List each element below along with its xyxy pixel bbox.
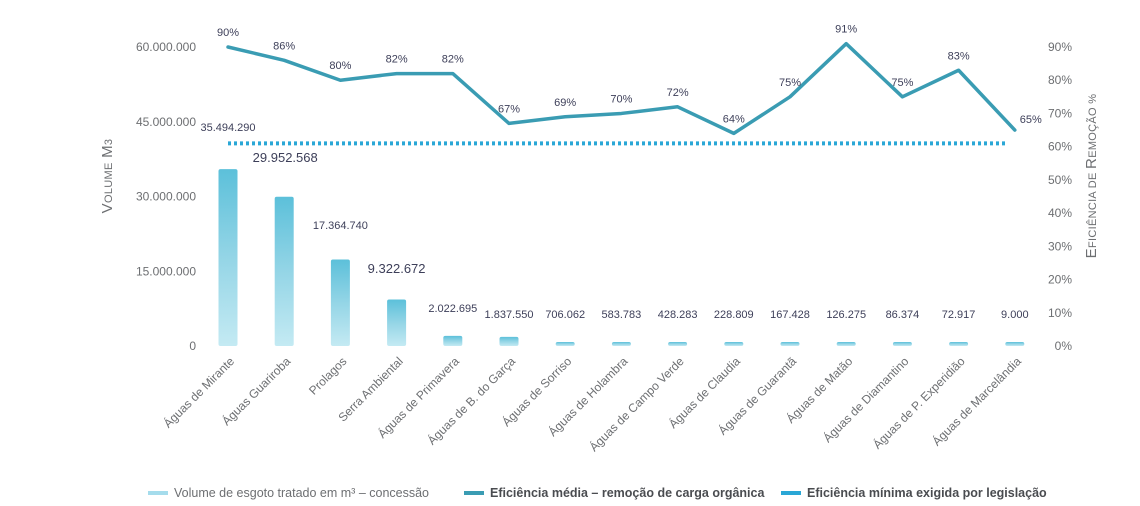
legend-item-efficiency: Eficiência média – remoção de carga orgâ… [464,486,764,500]
axis-title-part: OLUME [103,162,115,203]
bar-value-label: 428.283 [658,309,698,321]
bar-series [218,169,1025,346]
bar-value-label: 17.364.740 [313,220,368,232]
bar [892,342,912,346]
legend: Volume de esgoto tratado em m³ – concess… [0,486,1140,506]
bar [724,342,744,346]
bar [274,196,294,346]
right-axis-title: EFICIÊNCIA DE REMOÇÃO % [1083,94,1100,259]
legend-label-minimum: Eficiência mínima exigida por legislação [807,486,1047,500]
left-tick-label: 60.000.000 [136,40,196,54]
efficiency-value-label: 75% [779,77,801,89]
bar-value-label: 228.809 [714,309,754,321]
right-tick-label: 40% [1048,206,1072,220]
right-tick-label: 90% [1048,40,1072,54]
legend-label-volume: Volume de esgoto tratado em m³ – concess… [174,486,430,500]
efficiency-line [226,41,1017,136]
bar-value-label: 86.374 [886,309,920,321]
bar [949,342,969,346]
efficiency-value-label: 65% [1020,114,1042,126]
bar-value-labels: 35.494.290 29.952.568 17.364.740 9.322.672 2… [200,122,1028,321]
right-tick-label: 70% [1048,106,1072,120]
efficiency-value-label: 83% [948,50,970,62]
axis-title-part: 3 [103,139,115,145]
efficiency-value-label: 90% [217,27,239,39]
right-tick-label: 60% [1048,140,1072,154]
bar-value-label: 583.783 [602,309,642,321]
axis-title-part: V [99,203,116,213]
category-label: Águas de P. Experidião [870,353,968,451]
bar-value-label: 72.917 [942,309,976,321]
efficiency-value-label: 91% [835,24,857,36]
right-tick-label: 20% [1048,273,1072,287]
legend-swatch-efficiency [464,491,484,495]
category-label: Águas de Campo Verde [586,353,687,454]
bar [668,342,688,346]
left-tick-label: 30.000.000 [136,190,196,204]
efficiency-value-labels: 90% 86% 80% 82% 82% 67% 69% 70% 72% 64% 75% 91% 75% 8… [217,24,1042,126]
efficiency-value-label: 67% [498,103,520,115]
bar-value-label: 29.952.568 [253,150,318,165]
bar-value-label: 1.837.550 [485,309,534,321]
axis-title-part: E [1083,248,1100,258]
bar [611,342,631,346]
bar-value-label: 35.494.290 [200,122,255,134]
left-axis-title: VOLUME M3 [99,139,116,214]
right-tick-label: 80% [1048,73,1072,87]
axis-title-part: M [99,145,116,162]
bar [218,169,238,346]
legend-item-volume: Volume de esgoto tratado em m³ – concess… [148,486,429,500]
axis-title-part: FICIÊNCIA DE [1086,169,1099,248]
bar-value-label: 2.022.695 [428,303,477,315]
bar-value-label: 126.275 [826,309,866,321]
category-label: Prolagos [306,354,349,397]
bar-value-label: 9.322.672 [368,261,426,276]
chart: 0 15.000.000 30.000.000 45.000.000 60.000.00… [99,24,1100,455]
efficiency-value-label: 82% [386,54,408,66]
efficiency-line-series [226,41,1017,136]
efficiency-value-label: 80% [329,60,351,72]
legend-label-efficiency: Eficiência média – remoção de carga orgâ… [490,486,765,500]
bar-value-label: 9.000 [1001,309,1029,321]
bar [330,259,350,346]
right-tick-label: 30% [1048,239,1072,253]
efficiency-value-label: 75% [891,77,913,89]
legend-item-minimum: Eficiência mínima exigida por legislação [781,486,1047,500]
right-tick-label: 50% [1048,173,1072,187]
bar [443,335,463,346]
efficiency-value-label: 82% [442,54,464,66]
efficiency-value-label: 70% [610,93,632,105]
left-tick-label: 45.000.000 [136,115,196,129]
bar [555,342,575,346]
axis-title-part: EMOÇÃO % [1086,94,1099,158]
left-tick-label: 0 [189,339,196,353]
bar [1005,342,1025,346]
bar [387,299,407,346]
right-tick-label: 10% [1048,306,1072,320]
legend-swatch-minimum [781,491,801,495]
efficiency-value-label: 69% [554,97,576,109]
efficiency-value-label: 64% [723,113,745,125]
bar [836,342,856,346]
legend-swatch-volume [148,491,168,495]
bar [780,342,800,346]
left-tick-label: 15.000.000 [136,264,196,278]
bar [499,336,519,346]
right-tick-label: 0% [1055,339,1073,353]
efficiency-value-label: 86% [273,40,295,52]
efficiency-value-label: 72% [667,87,689,99]
right-axis-ticks: 0% 10% 20% 30% 40% 50% 60% 70% 80% 90% [1048,40,1072,353]
left-axis-ticks: 0 15.000.000 30.000.000 45.000.000 60.000.00… [136,40,196,353]
axis-title-part: R [1083,158,1100,169]
bar-value-label: 167.428 [770,309,810,321]
bar-value-label: 706.062 [545,309,585,321]
